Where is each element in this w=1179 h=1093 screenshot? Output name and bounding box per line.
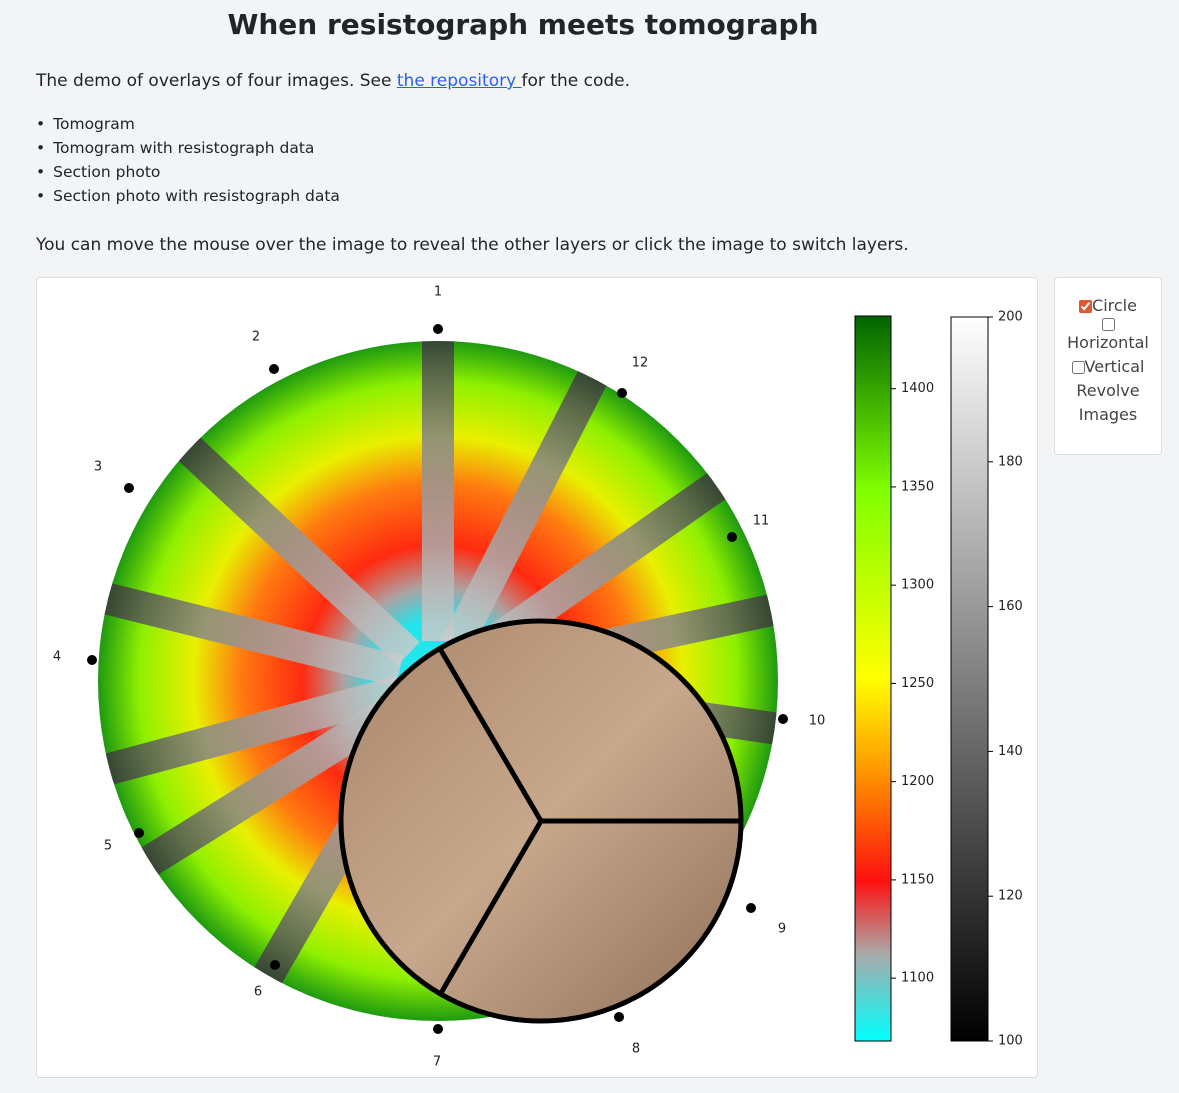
strip (441, 344, 621, 653)
colorbar-tick-label: 1300 (901, 578, 934, 593)
layer-item: Section photo (36, 160, 340, 184)
sensor-label: 2 (252, 330, 260, 345)
sensor-dot (270, 960, 280, 970)
strip (98, 575, 404, 687)
sensor-dot (778, 714, 788, 724)
colorbar-tick-label: 180 (998, 454, 1023, 469)
sensor-dot (617, 388, 627, 398)
layer-list: TomogramTomogram with resistograph dataS… (36, 112, 340, 208)
colorbar-tomogram (854, 315, 892, 1042)
checkbox[interactable] (1101, 318, 1115, 331)
layer-item: Section photo with resistograph data (36, 184, 340, 208)
strip (461, 455, 751, 672)
sensor-label: 4 (53, 650, 61, 665)
colorbar-tick-label: 100 (998, 1034, 1023, 1049)
sensor-dot (727, 532, 737, 542)
sensor-label: 10 (809, 714, 826, 729)
option-label: Horizontal (1067, 333, 1149, 352)
sensor-label: 9 (778, 922, 786, 937)
colorbar-tick-label: 1400 (901, 381, 934, 396)
sensor-dot (433, 324, 443, 334)
checkbox[interactable] (1071, 360, 1085, 374)
overlay-image[interactable]: 1234567891011121100115012001250130013501… (37, 278, 1037, 1077)
colorbar-tick-label: 1100 (901, 971, 934, 986)
resistograph-strips (98, 341, 778, 1010)
colorbar-tick-label: 140 (998, 744, 1023, 759)
layer-item: Tomogram (36, 112, 340, 136)
colorbar-tick-label: 1200 (901, 774, 934, 789)
page-title: When resistograph meets tomograph (227, 8, 819, 41)
colorbar-tick-label: 1150 (901, 872, 934, 887)
strip (98, 675, 404, 793)
sensor-dot (433, 1024, 443, 1034)
colorbar-tick-label: 120 (998, 889, 1023, 904)
sensor-dot (124, 483, 134, 493)
sensor-label: 5 (104, 839, 112, 854)
controls: Circle Horizontal Vertical Revolve Images (1054, 277, 1162, 455)
option[interactable]: Circle (1055, 294, 1161, 318)
revolve-button[interactable]: Revolve Images (1076, 381, 1140, 424)
sensor-label: 7 (433, 1055, 441, 1070)
checkbox[interactable] (1079, 299, 1093, 313)
option-label: Vertical (1084, 357, 1145, 376)
image-card: 1 2 3 4 5 6 7 8 9 10 11 12 1100 1150 1200 1250 1300 1350 1… (36, 277, 1038, 1078)
option[interactable]: Horizontal (1055, 318, 1161, 355)
sensor-label: 8 (632, 1042, 640, 1057)
sensor-label: 11 (753, 514, 770, 529)
repo-link[interactable]: the repository (396, 71, 522, 91)
colorbar-tick-label: 200 (998, 310, 1023, 325)
sensor-dot (746, 903, 756, 913)
strip (115, 688, 413, 891)
sensor-label: 1 (434, 285, 442, 300)
colorbar-tick-label: 160 (998, 599, 1023, 614)
sensor-label: 6 (254, 985, 262, 1000)
intro-text: The demo of overlays of four images. See (36, 71, 397, 91)
option[interactable]: Vertical (1055, 355, 1161, 379)
layer-item: Tomogram with resistograph data (36, 136, 340, 160)
strip (422, 341, 454, 641)
sensor-label: 12 (632, 356, 649, 371)
intro: The demo of overlays of four images. See… (36, 71, 630, 91)
sensor-label: 3 (94, 460, 102, 475)
colorbar-tick-label: 1350 (901, 479, 934, 494)
sensor-dot (87, 655, 97, 665)
strip (156, 416, 420, 666)
colorbar-tick-label: 1250 (901, 676, 934, 691)
instruction: You can move the mouse over the image to… (36, 235, 909, 255)
sensor-dot (134, 828, 144, 838)
section-photo (338, 618, 744, 1024)
sensor-dot (269, 364, 279, 374)
colorbar-resistograph (950, 316, 989, 1042)
option-label: Circle (1092, 296, 1137, 315)
intro-text: for the code. (521, 71, 631, 91)
sensor-dot (614, 1012, 624, 1022)
